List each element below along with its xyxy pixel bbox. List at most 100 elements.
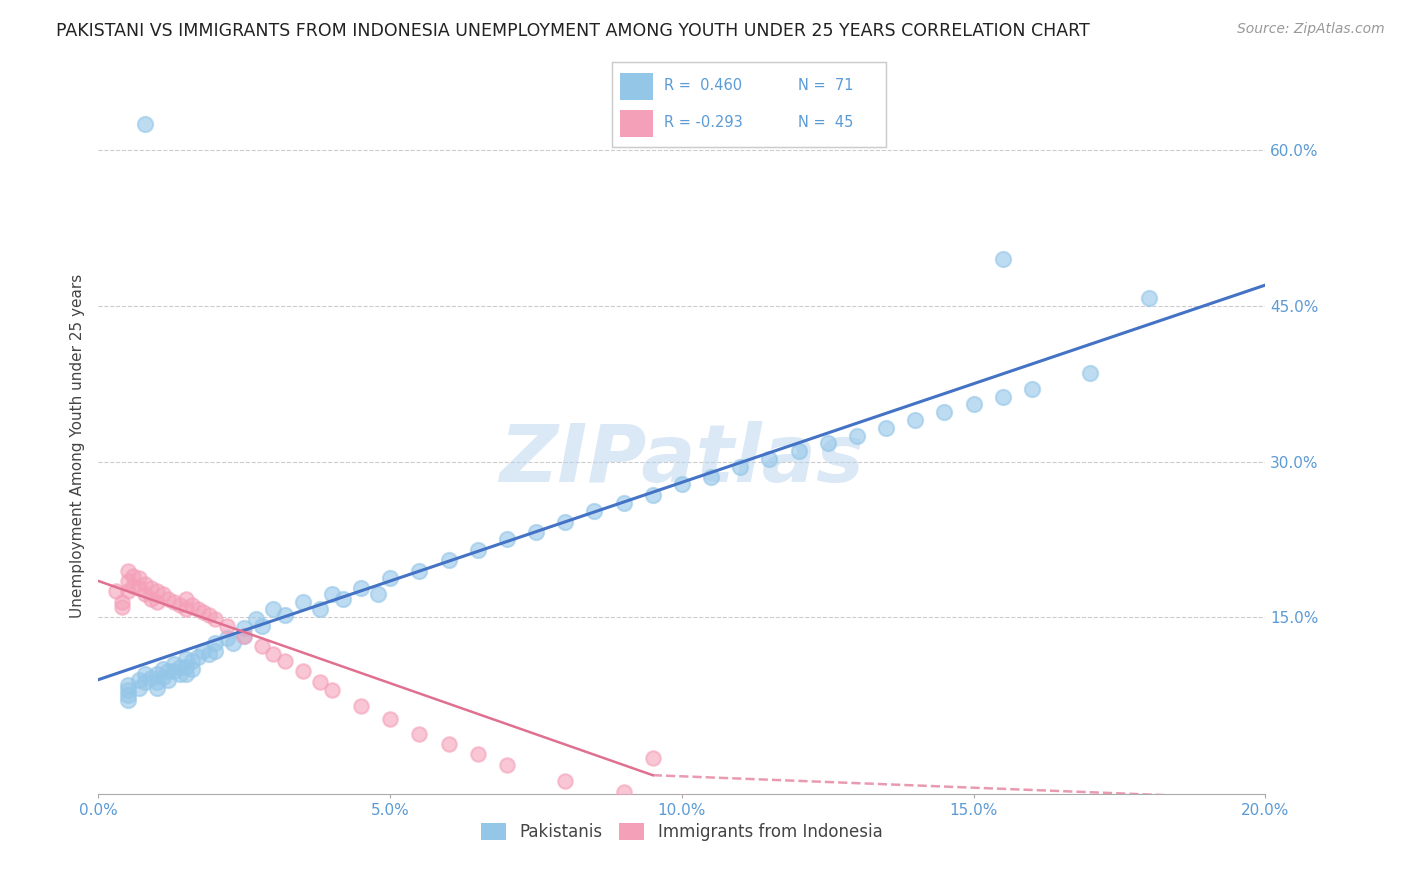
Point: [221, 636, 243, 650]
Point: [641, 750, 664, 764]
Text: N =  45: N = 45: [799, 115, 853, 130]
Text: R =  0.460: R = 0.460: [664, 78, 742, 93]
Point: [262, 647, 284, 661]
Y-axis label: Unemployment Among Youth under 25 years: Unemployment Among Youth under 25 years: [69, 274, 84, 618]
Point: [215, 618, 238, 632]
Point: [128, 581, 150, 595]
Point: [193, 643, 215, 657]
Point: [198, 608, 221, 623]
Point: [180, 598, 202, 612]
Point: [174, 660, 197, 674]
Point: [146, 681, 169, 695]
Point: [157, 673, 180, 687]
Point: [134, 674, 156, 689]
Point: [163, 665, 186, 679]
Point: [117, 688, 139, 702]
Point: [174, 652, 197, 666]
Point: [111, 595, 134, 609]
Point: [233, 629, 256, 643]
Point: [787, 444, 810, 458]
Point: [380, 571, 402, 585]
Point: [204, 636, 226, 650]
Legend: Pakistanis, Immigrants from Indonesia: Pakistanis, Immigrants from Indonesia: [475, 817, 889, 848]
Point: [146, 595, 169, 609]
Point: [180, 654, 202, 668]
Point: [554, 515, 576, 529]
Text: N =  71: N = 71: [799, 78, 853, 93]
Point: [380, 712, 402, 726]
Point: [309, 602, 332, 616]
Point: [117, 683, 139, 698]
Point: [128, 571, 150, 585]
Point: [134, 667, 156, 681]
Point: [157, 591, 180, 606]
Point: [962, 397, 984, 411]
Point: [758, 452, 780, 467]
Point: [169, 598, 191, 612]
Text: R = -0.293: R = -0.293: [664, 115, 742, 130]
Point: [157, 665, 180, 679]
Point: [169, 660, 191, 674]
Point: [467, 542, 489, 557]
Point: [612, 496, 634, 510]
Point: [134, 117, 156, 131]
Point: [180, 662, 202, 676]
Point: [367, 587, 389, 601]
Point: [134, 577, 156, 591]
Point: [612, 785, 634, 799]
Point: [174, 602, 197, 616]
Point: [233, 621, 256, 635]
Point: [174, 667, 197, 681]
Point: [117, 564, 139, 578]
Point: [111, 599, 134, 614]
Point: [408, 726, 430, 740]
Point: [274, 654, 297, 668]
Point: [215, 631, 238, 645]
Point: [846, 428, 869, 442]
Point: [174, 591, 197, 606]
Point: [496, 757, 519, 772]
Text: ZIPatlas: ZIPatlas: [499, 421, 865, 499]
Point: [204, 643, 226, 657]
Point: [128, 673, 150, 687]
Point: [671, 477, 693, 491]
Point: [583, 504, 606, 518]
Point: [233, 629, 256, 643]
Point: [152, 662, 174, 676]
Point: [1137, 291, 1160, 305]
Point: [467, 747, 489, 762]
Point: [128, 681, 150, 695]
Point: [117, 693, 139, 707]
Point: [262, 602, 284, 616]
Point: [134, 587, 156, 601]
Point: [139, 591, 162, 606]
Text: PAKISTANI VS IMMIGRANTS FROM INDONESIA UNEMPLOYMENT AMONG YOUTH UNDER 25 YEARS C: PAKISTANI VS IMMIGRANTS FROM INDONESIA U…: [56, 22, 1090, 40]
Point: [250, 640, 273, 654]
Point: [408, 564, 430, 578]
Point: [700, 470, 723, 484]
Point: [524, 525, 547, 540]
Bar: [620, 72, 652, 100]
Point: [117, 584, 139, 599]
Point: [146, 584, 169, 599]
Point: [934, 405, 956, 419]
Point: [152, 587, 174, 601]
Point: [641, 488, 664, 502]
Point: [187, 649, 209, 664]
Point: [991, 252, 1014, 266]
Point: [193, 605, 215, 619]
Point: [163, 595, 186, 609]
Point: [437, 737, 460, 751]
Point: [309, 674, 332, 689]
Point: [554, 774, 576, 789]
Point: [437, 553, 460, 567]
Point: [1021, 382, 1043, 396]
Point: [1080, 367, 1102, 381]
Point: [169, 667, 191, 681]
Point: [146, 674, 169, 689]
Point: [332, 591, 354, 606]
Point: [122, 579, 145, 593]
Point: [291, 665, 314, 679]
Point: [291, 595, 314, 609]
Point: [139, 671, 162, 685]
